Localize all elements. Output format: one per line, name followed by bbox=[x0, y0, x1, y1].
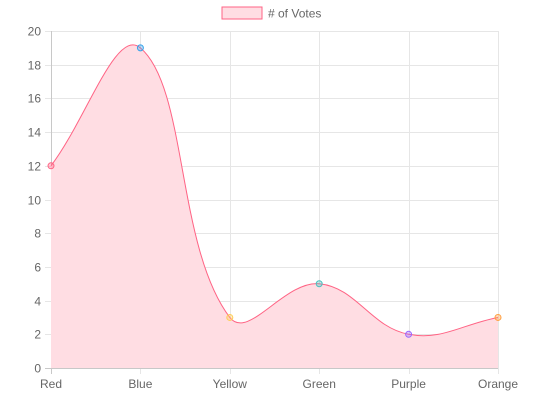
data-point-yellow[interactable] bbox=[226, 313, 234, 321]
legend[interactable]: # of Votes bbox=[221, 6, 321, 21]
x-tick-label: Orange bbox=[478, 377, 518, 391]
y-tick-label: 8 bbox=[34, 227, 41, 241]
x-tick-label: Purple bbox=[391, 377, 426, 391]
x-tick-label: Red bbox=[40, 377, 62, 391]
y-tick-label: 4 bbox=[34, 295, 41, 309]
y-tick-label: 10 bbox=[28, 194, 42, 208]
data-points bbox=[47, 44, 502, 338]
data-point-purple[interactable] bbox=[405, 330, 413, 338]
x-axis-tick-labels: Red Blue Yellow Green Purple Orange bbox=[40, 377, 518, 391]
x-tick-label: Green bbox=[303, 377, 336, 391]
y-tick-label: 2 bbox=[34, 328, 41, 342]
y-tick-label: 18 bbox=[28, 59, 42, 73]
y-tick-label: 12 bbox=[28, 160, 42, 174]
legend-swatch[interactable] bbox=[221, 6, 263, 20]
legend-label[interactable]: # of Votes bbox=[268, 7, 321, 21]
y-tick-label: 16 bbox=[28, 92, 42, 106]
data-point-orange[interactable] bbox=[494, 313, 502, 321]
data-point-blue[interactable] bbox=[136, 44, 144, 52]
y-axis-tick-labels: 0 2 4 6 8 10 12 14 16 18 20 bbox=[28, 25, 42, 376]
series-area bbox=[50, 44, 499, 368]
x-tick-label: Blue bbox=[128, 377, 152, 391]
y-tick-label: 6 bbox=[34, 261, 41, 275]
y-tick-label: 14 bbox=[28, 126, 42, 140]
x-tick-label: Yellow bbox=[213, 377, 248, 391]
series-area-fill bbox=[51, 44, 498, 368]
y-tick-label: 20 bbox=[28, 25, 42, 39]
data-point-green[interactable] bbox=[315, 280, 323, 288]
data-point-red[interactable] bbox=[47, 162, 55, 170]
y-tick-label: 0 bbox=[34, 362, 41, 376]
